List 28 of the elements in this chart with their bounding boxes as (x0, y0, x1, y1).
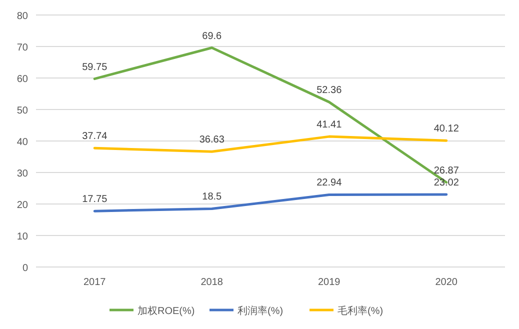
data-label: 22.94 (316, 178, 342, 189)
data-label: 52.36 (316, 85, 342, 96)
data-label: 26.87 (434, 165, 460, 176)
x-tick-label: 2019 (318, 277, 341, 288)
y-tick-label: 30 (16, 168, 28, 180)
data-label: 59.75 (82, 62, 108, 73)
y-tick-label: 60 (16, 74, 28, 85)
y-tick-label: 10 (16, 232, 28, 242)
legend-label: 利润率(%) (238, 305, 284, 317)
data-label: 23.02 (434, 177, 460, 188)
y-tick-label: 50 (16, 106, 28, 116)
y-tick-label: 40 (16, 137, 28, 148)
y-tick-label: 70 (16, 42, 28, 54)
data-label: 37.74 (82, 131, 108, 142)
data-label: 40.12 (434, 124, 460, 135)
x-tick-label: 2018 (200, 277, 224, 288)
data-label: 17.75 (82, 194, 108, 206)
y-tick-label: 80 (16, 11, 28, 22)
data-label: 18.5 (202, 192, 222, 203)
data-label: 36.63 (199, 134, 225, 146)
data-label: 41.41 (316, 120, 342, 131)
legend-label: 毛利率(%) (338, 305, 384, 317)
x-tick-label: 2020 (435, 277, 458, 288)
legend-label: 加权ROE(%) (138, 305, 195, 317)
data-label: 69.6 (202, 30, 222, 42)
y-tick-label: 20 (16, 200, 28, 211)
x-tick-label: 2017 (84, 277, 106, 288)
y-tick-label: 0 (22, 263, 28, 274)
